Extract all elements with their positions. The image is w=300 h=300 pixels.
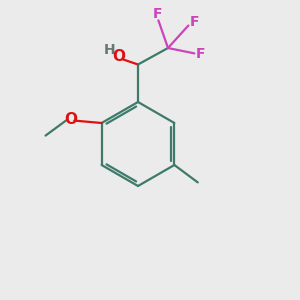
- Text: F: F: [196, 47, 206, 61]
- Text: F: F: [153, 7, 163, 21]
- Text: H: H: [103, 44, 115, 57]
- Text: F: F: [190, 15, 200, 29]
- Text: O: O: [64, 112, 77, 128]
- Text: O: O: [112, 49, 125, 64]
